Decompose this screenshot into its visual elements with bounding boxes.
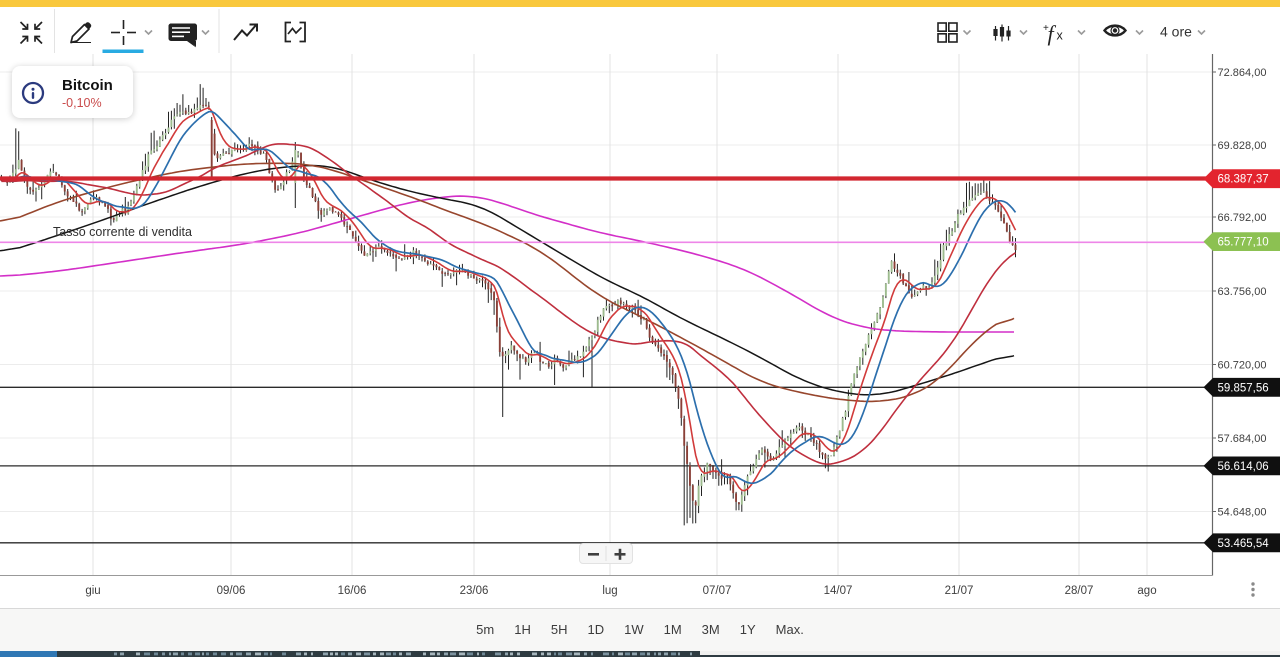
svg-text:14/07: 14/07 <box>824 585 853 597</box>
svg-text:54.648,00: 54.648,00 <box>1218 507 1267 519</box>
svg-text:21/07: 21/07 <box>945 585 974 597</box>
svg-text:+: + <box>1043 23 1049 34</box>
svg-text:28/07: 28/07 <box>1065 585 1094 597</box>
svg-text:63.756,00: 63.756,00 <box>1218 286 1267 298</box>
svg-text:68.387,37: 68.387,37 <box>1218 174 1269 186</box>
svg-text:59.857,56: 59.857,56 <box>1218 382 1269 394</box>
svg-text:16/06: 16/06 <box>338 585 367 597</box>
svg-text:giu: giu <box>85 585 100 597</box>
svg-text:57.684,00: 57.684,00 <box>1218 433 1267 445</box>
svg-text:4 ore: 4 ore <box>1160 24 1192 40</box>
svg-text:ago: ago <box>1137 585 1156 597</box>
svg-text:f: f <box>1048 21 1057 46</box>
svg-text:69.828,00: 69.828,00 <box>1218 140 1267 152</box>
svg-text:23/06: 23/06 <box>460 585 489 597</box>
svg-text:60.720,00: 60.720,00 <box>1218 360 1267 372</box>
svg-text:56.614,06: 56.614,06 <box>1218 461 1269 473</box>
svg-text:Tasso corrente di vendita: Tasso corrente di vendita <box>53 225 192 239</box>
svg-text:lug: lug <box>602 585 617 597</box>
svg-text:72.864,00: 72.864,00 <box>1218 67 1267 79</box>
svg-text:x: x <box>1057 29 1064 43</box>
svg-text:09/06: 09/06 <box>217 585 246 597</box>
svg-text:65.777,10: 65.777,10 <box>1218 237 1269 249</box>
svg-text:07/07: 07/07 <box>703 585 732 597</box>
svg-text:53.465,54: 53.465,54 <box>1218 538 1270 550</box>
svg-text:66.792,00: 66.792,00 <box>1218 212 1267 224</box>
